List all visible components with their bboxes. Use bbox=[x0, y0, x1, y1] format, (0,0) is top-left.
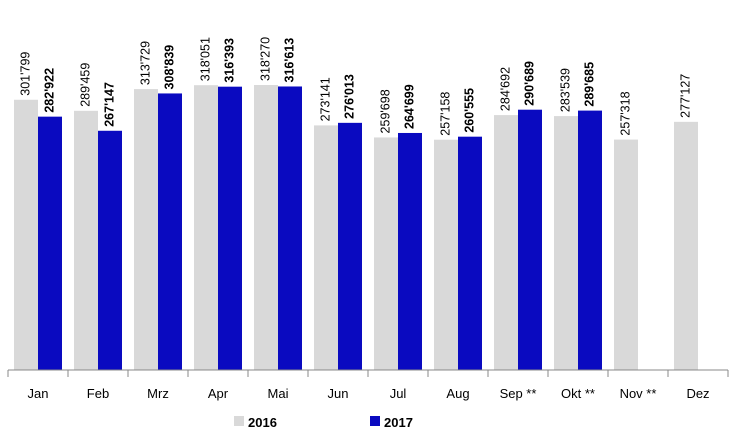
bar bbox=[134, 89, 158, 370]
x-tick-label: Sep ** bbox=[500, 386, 537, 401]
bar bbox=[254, 85, 278, 370]
value-label: 318'270 bbox=[258, 37, 272, 81]
value-label: 257'318 bbox=[618, 91, 632, 135]
x-tick-label: Mai bbox=[268, 386, 289, 401]
value-label: 318'051 bbox=[198, 37, 212, 81]
value-label: 284'692 bbox=[498, 67, 512, 111]
bar bbox=[578, 110, 602, 371]
x-tick-label: Jun bbox=[328, 386, 349, 401]
bar bbox=[518, 109, 542, 371]
x-tick-label: Okt ** bbox=[561, 386, 595, 401]
x-tick-label: Nov ** bbox=[620, 386, 657, 401]
value-label: 259'698 bbox=[378, 89, 392, 133]
legend-label: 2016 bbox=[248, 415, 277, 430]
value-label: 276'013 bbox=[342, 74, 356, 119]
bar bbox=[674, 121, 698, 370]
value-label: 273'141 bbox=[318, 77, 332, 121]
value-label: 308'839 bbox=[162, 45, 176, 90]
bar bbox=[338, 122, 362, 370]
value-label: 289'685 bbox=[582, 62, 596, 107]
bar bbox=[494, 115, 518, 370]
value-label: 313'729 bbox=[138, 41, 152, 85]
x-tick-label: Jul bbox=[390, 386, 407, 401]
value-label: 264'699 bbox=[402, 84, 416, 129]
bar bbox=[314, 125, 338, 370]
value-label: 301'799 bbox=[18, 52, 32, 96]
value-label: 277'127 bbox=[678, 74, 692, 118]
bar bbox=[74, 110, 98, 371]
bar bbox=[434, 139, 458, 370]
legend-label: 2017 bbox=[384, 415, 413, 430]
value-label: 289'459 bbox=[78, 63, 92, 107]
value-label: 260'555 bbox=[462, 88, 476, 133]
bar bbox=[614, 139, 638, 370]
bar bbox=[374, 137, 398, 370]
bar bbox=[278, 86, 302, 370]
x-tick-label: Apr bbox=[208, 386, 229, 401]
legend-swatch bbox=[234, 416, 244, 426]
x-tick-label: Dez bbox=[686, 386, 709, 401]
value-label: 290'689 bbox=[522, 61, 536, 106]
value-label: 316'613 bbox=[282, 38, 296, 83]
value-label: 316'393 bbox=[222, 38, 236, 83]
bar bbox=[194, 85, 218, 370]
bar bbox=[458, 136, 482, 370]
bar bbox=[98, 130, 122, 370]
bar bbox=[38, 116, 62, 370]
x-tick-label: Aug bbox=[446, 386, 469, 401]
x-tick-label: Mrz bbox=[147, 386, 169, 401]
bar bbox=[158, 93, 182, 371]
bar bbox=[14, 99, 38, 371]
bar bbox=[398, 132, 422, 370]
legend-swatch bbox=[370, 416, 380, 426]
bar bbox=[218, 86, 242, 370]
value-label: 267'147 bbox=[102, 82, 116, 127]
value-label: 257'158 bbox=[438, 92, 452, 136]
value-label: 283'539 bbox=[558, 68, 572, 112]
bar bbox=[554, 116, 578, 370]
x-tick-label: Jan bbox=[28, 386, 49, 401]
x-tick-label: Feb bbox=[87, 386, 109, 401]
value-label: 282'922 bbox=[42, 68, 56, 113]
